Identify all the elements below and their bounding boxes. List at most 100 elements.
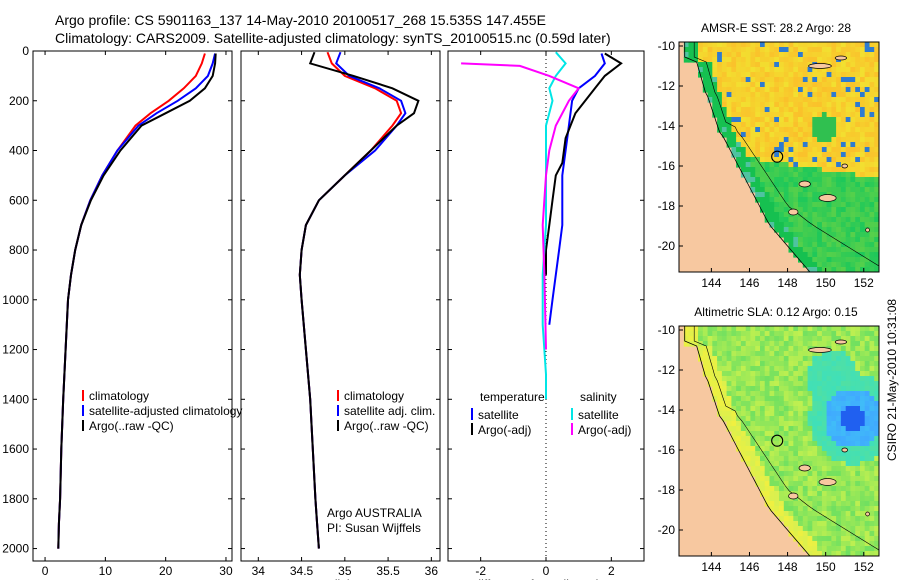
temperature-ytick-label: 1200 <box>2 343 29 357</box>
sla_map-ytick-label: -10 <box>658 323 676 337</box>
sst_map-ytick-label: -20 <box>658 239 676 253</box>
temperature-ytick-label: 400 <box>9 144 29 158</box>
difference-legend-label: Argo(-adj) <box>478 423 531 437</box>
difference-xtick-label: -2 <box>475 564 486 578</box>
sla_map-profile-marker <box>771 434 784 447</box>
temperature-xtick-label: 20 <box>159 564 173 578</box>
sla_map-island <box>808 347 832 353</box>
side-label: CSIRO 21-May-2010 10:31:08 <box>885 298 899 462</box>
sst_map-xtick-label: 148 <box>778 276 798 290</box>
sla_map-frame <box>678 325 880 557</box>
temperature-ytick-label: 200 <box>9 94 29 108</box>
sst_map-ytick-label: -10 <box>658 39 676 53</box>
difference-chart: -2 0 2difference from climatology temperatu… <box>447 50 645 580</box>
sst_map-frame <box>678 41 880 273</box>
salinity-xtick-label: 36 <box>425 564 439 578</box>
difference-series-temperature-satellite <box>548 53 606 325</box>
sla_map-island <box>834 339 847 345</box>
salinity-xtick-label: 34 <box>252 564 266 578</box>
sla_map-xtick-label: 152 <box>854 560 874 574</box>
sst_map-island <box>841 163 848 169</box>
difference-legend-label: satellite <box>478 408 519 422</box>
salinity-annotation: Argo AUSTRALIA <box>327 506 422 520</box>
salinity-legend-label: climatology <box>344 389 404 403</box>
temperature-series-climatology <box>57 53 206 549</box>
difference-series-salinity-argo-adj- <box>461 62 581 350</box>
temperature-ytick-label: 0 <box>22 44 29 58</box>
difference-legend-label: Argo(-adj) <box>578 423 631 437</box>
sla_map: 144 146 148 150 152 -10 -12 -14 -16 -18 -20 Altimet… <box>658 305 880 574</box>
sst_map-ytick-label: -16 <box>658 159 676 173</box>
sla_map-xtick-label: 148 <box>778 560 798 574</box>
map-panels: 144 146 148 150 152 -10 -12 -14 -16 -18 -20 AMSR-E … <box>658 21 880 574</box>
temperature-ytick-label: 800 <box>9 243 29 257</box>
sla_map-island <box>798 464 811 472</box>
header-title-line1: Argo profile: CS 5901163_137 14-May-2010… <box>55 12 546 28</box>
sla_map-island <box>865 511 870 517</box>
temperature-xtick-label: 0 <box>42 564 49 578</box>
temperature-ytick-label: 1800 <box>2 492 29 506</box>
temperature-series-argo-raw-qc- <box>57 53 217 549</box>
sst_map-shelf-contour <box>693 42 879 267</box>
sst_map-ytick-label: -14 <box>658 119 676 133</box>
salinity-xlabel: salinity <box>322 577 359 580</box>
sla_map-shelf-contour <box>693 326 879 551</box>
difference-legend-label: satellite <box>578 408 619 422</box>
temperature-xtick-label: 30 <box>219 564 233 578</box>
temperature-xlabel: temperature <box>100 577 165 580</box>
header-title-line2: Climatology: CARS2009. Satellite-adjuste… <box>55 30 611 46</box>
temperature-legend-label: climatology <box>89 389 149 403</box>
sla_map-ytick-label: -20 <box>658 523 676 537</box>
sst_map-island <box>788 208 799 216</box>
temperature-ytick-label: 1600 <box>2 442 29 456</box>
salinity-xtick-label: 34.5 <box>290 564 314 578</box>
salinity-legend-label: satellite adj. clim. <box>344 404 435 418</box>
sst_map-island <box>834 55 847 61</box>
salinity-legend-label: Argo(..raw -QC) <box>344 419 429 433</box>
sla_map-ytick-label: -18 <box>658 483 676 497</box>
sla_map-ytick-label: -16 <box>658 443 676 457</box>
sst_map-ytick-label: -12 <box>658 79 676 93</box>
profile-charts: 0 10 20 30020040060080010001200140016001800… <box>2 44 645 580</box>
difference-legend-group-title: salinity <box>580 390 617 404</box>
sst_map-xtick-label: 146 <box>739 276 759 290</box>
sst_map-xtick-label: 152 <box>854 276 874 290</box>
sst_map-cells <box>679 42 879 272</box>
salinity-xtick-label: 35.5 <box>376 564 400 578</box>
temperature-legend-label: satellite-adjusted climatology <box>89 404 242 418</box>
sla_map-xtick-label: 146 <box>739 560 759 574</box>
sla_map-island <box>841 447 848 453</box>
difference-xlabel: difference from climatology <box>474 577 617 580</box>
sst_map-profile-marker <box>771 150 784 163</box>
temperature-ytick-label: 1000 <box>2 293 29 307</box>
temperature-legend-label: Argo(..raw -QC) <box>89 419 174 433</box>
salinity-xtick-label: 35 <box>338 564 352 578</box>
side-label-wrap: CSIRO 21-May-2010 10:31:08 <box>882 299 900 461</box>
difference-legend-group-title: temperature <box>480 390 545 404</box>
temperature-series-satellite-adjusted-climatology <box>57 53 217 549</box>
sla_map-title: Altimetric SLA: 0.12 Argo: 0.15 <box>694 305 858 319</box>
temperature-ytick-label: 1400 <box>2 392 29 406</box>
sst_map-island <box>865 227 870 233</box>
difference-xtick-label: 2 <box>608 564 615 578</box>
sla_map-cells <box>679 326 879 556</box>
temperature-ytick-label: 600 <box>9 193 29 207</box>
salinity-annotation: PI: Susan Wijffels <box>327 521 421 535</box>
sst_map-island <box>808 63 832 69</box>
temperature-xtick-label: 10 <box>99 564 113 578</box>
sst_map-island <box>818 194 837 202</box>
difference-series-temperature-argo-adj- <box>545 52 623 275</box>
temperature-frame <box>32 50 233 562</box>
sla_map-xtick-label: 150 <box>816 560 836 574</box>
difference-series-salinity-satellite <box>541 51 567 400</box>
salinity-series-argo-raw-qc- <box>298 51 420 549</box>
difference-xtick-label: 0 <box>543 564 550 578</box>
sst_map-ytick-label: -18 <box>658 199 676 213</box>
sla_map-ytick-label: -14 <box>658 403 676 417</box>
sst_map-coastline <box>684 42 811 272</box>
salinity-chart: 34 34.5 35 35.5 36 salinity climatologysatelli… <box>240 50 441 580</box>
sst_map: 144 146 148 150 152 -10 -12 -14 -16 -18 -20 AMSR-E … <box>658 21 880 290</box>
temperature-chart: 0 10 20 30 0 200 400 600 800 1000 1200 1400 1600 1800… <box>2 44 242 580</box>
sla_map-ytick-label: -12 <box>658 363 676 377</box>
